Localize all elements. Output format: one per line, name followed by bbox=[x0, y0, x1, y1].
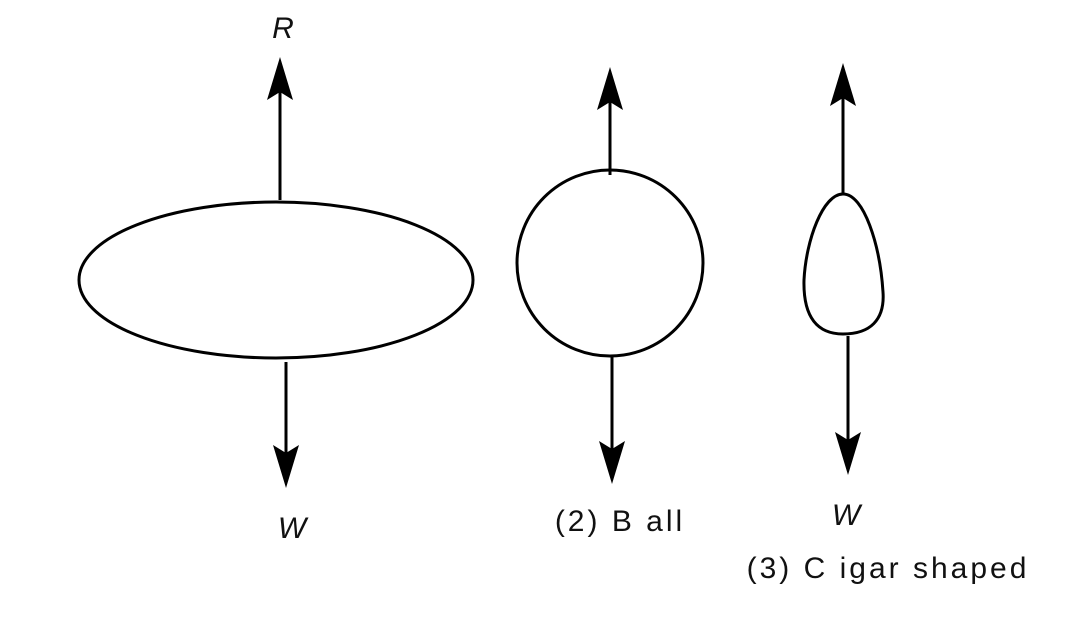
cigar-weight-label: W bbox=[832, 499, 863, 532]
ball-up-arrow-head-icon bbox=[597, 67, 623, 110]
ball-caption: (2) B all bbox=[555, 505, 685, 538]
ball-body bbox=[515, 168, 705, 358]
ball-body-group: (2) B all bbox=[515, 67, 705, 538]
cigar-caption: (3) C igar shaped bbox=[747, 552, 1030, 585]
ellipse-top-label: R bbox=[272, 12, 294, 45]
ellipse-body-group: R W bbox=[77, 12, 475, 545]
cigar-body bbox=[802, 192, 885, 336]
ball-down-arrow-head-icon bbox=[599, 441, 625, 484]
cigar-up-arrow-head-icon bbox=[830, 63, 856, 106]
ellipse-bottom-label: W bbox=[278, 512, 309, 545]
ellipse-up-arrow-head-icon bbox=[267, 57, 293, 100]
cigar-down-arrow-head-icon bbox=[835, 432, 861, 475]
ellipse-down-arrow-head-icon bbox=[273, 445, 299, 488]
ellipse-body bbox=[77, 200, 475, 360]
cigar-body-group: W (3) C igar shaped bbox=[747, 63, 1030, 585]
